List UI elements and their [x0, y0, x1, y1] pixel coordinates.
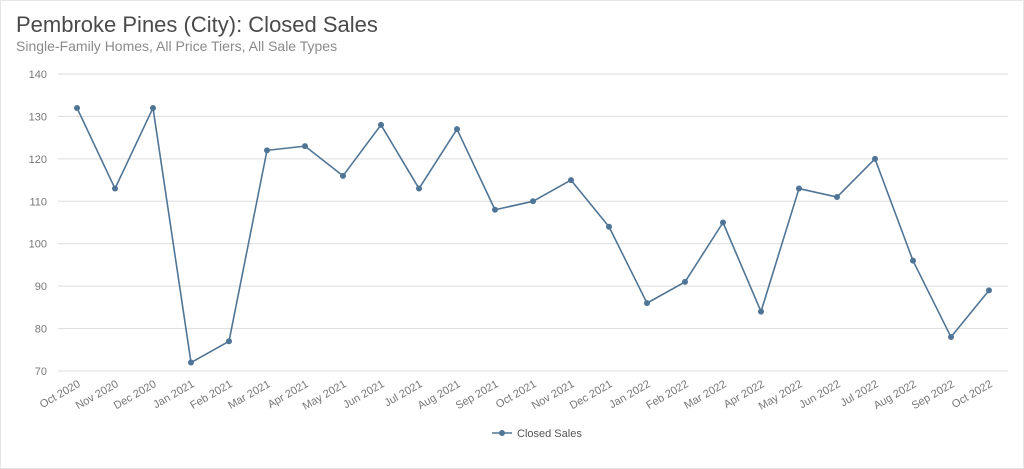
x-tick-label: Oct 2022 [950, 378, 995, 411]
chart-subtitle: Single-Family Homes, All Price Tiers, Al… [16, 38, 338, 54]
data-point [416, 185, 422, 192]
data-point [986, 287, 992, 294]
x-tick-label: Mar 2022 [682, 378, 728, 412]
y-tick-label: 140 [29, 69, 47, 81]
series-line [76, 107, 990, 364]
data-point [644, 300, 650, 307]
legend-marker [499, 430, 505, 436]
data-point [112, 185, 118, 192]
x-tick-label: May 2021 [301, 378, 349, 413]
data-point [568, 177, 574, 184]
y-tick-label: 130 [29, 111, 47, 123]
x-tick-label: Jan 2022 [607, 378, 652, 411]
x-tick-label: Jun 2021 [341, 378, 386, 411]
data-point [378, 121, 384, 128]
data-point [948, 334, 954, 341]
x-tick-label: Sep 2022 [910, 378, 957, 412]
data-point [264, 147, 270, 154]
x-tick-label: Aug 2022 [872, 378, 919, 412]
data-point [302, 143, 308, 150]
x-tick-label: May 2022 [757, 378, 805, 413]
y-tick-label: 90 [35, 281, 47, 293]
data-point [454, 126, 460, 133]
legend-label: Closed Sales [517, 428, 582, 440]
data-point [606, 223, 612, 230]
data-point [910, 257, 916, 264]
data-point [74, 104, 80, 111]
data-point [340, 172, 346, 179]
y-tick-label: 110 [29, 196, 47, 208]
x-tick-label: Feb 2022 [644, 378, 690, 412]
x-tick-label: Jun 2022 [797, 378, 842, 411]
x-tick-label: Dec 2021 [568, 378, 615, 412]
data-point [758, 308, 764, 315]
data-point [226, 338, 232, 345]
x-tick-label: Dec 2020 [112, 378, 159, 412]
x-tick-label: Jan 2021 [151, 378, 196, 411]
data-point [492, 206, 498, 213]
data-point [834, 194, 840, 201]
data-point [682, 278, 688, 285]
x-tick-label: Feb 2021 [188, 378, 234, 412]
x-tick-label: Nov 2021 [530, 378, 577, 412]
x-tick-label: Aug 2021 [416, 378, 463, 412]
data-point [530, 198, 536, 205]
chart-title: Pembroke Pines (City): Closed Sales [16, 12, 378, 37]
data-point [150, 104, 156, 111]
x-tick-label: Mar 2021 [226, 378, 272, 412]
data-point [188, 359, 194, 366]
data-point [796, 185, 802, 192]
x-tick-label: Nov 2020 [74, 378, 121, 412]
data-point [872, 155, 878, 162]
data-point [720, 219, 726, 226]
y-tick-label: 80 [35, 324, 47, 336]
y-tick-label: 100 [29, 239, 47, 251]
y-tick-label: 70 [35, 366, 47, 378]
x-tick-label: Sep 2021 [454, 378, 501, 412]
y-tick-label: 120 [29, 154, 47, 166]
